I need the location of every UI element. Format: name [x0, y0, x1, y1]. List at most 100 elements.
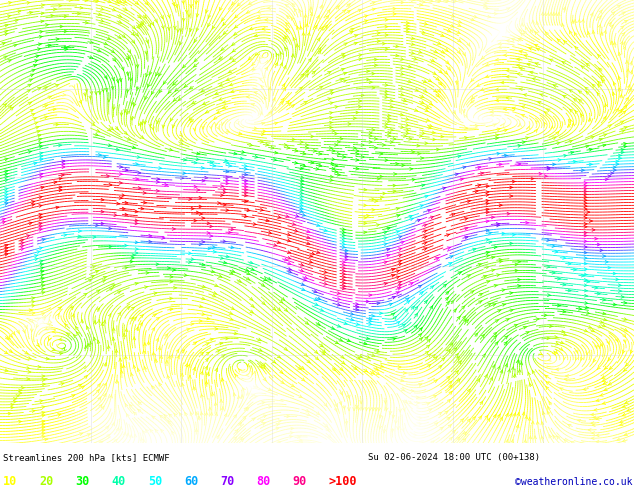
FancyArrowPatch shape [399, 260, 402, 263]
FancyArrowPatch shape [581, 114, 583, 117]
FancyArrowPatch shape [465, 236, 468, 239]
FancyArrowPatch shape [330, 102, 333, 104]
FancyArrowPatch shape [152, 416, 155, 419]
FancyArrowPatch shape [226, 209, 229, 212]
FancyArrowPatch shape [320, 344, 323, 347]
FancyArrowPatch shape [135, 241, 138, 244]
FancyArrowPatch shape [418, 334, 422, 337]
FancyArrowPatch shape [80, 6, 83, 9]
FancyArrowPatch shape [486, 185, 489, 188]
FancyArrowPatch shape [4, 33, 8, 36]
FancyArrowPatch shape [340, 137, 343, 140]
FancyArrowPatch shape [90, 92, 93, 95]
FancyArrowPatch shape [330, 175, 333, 178]
FancyArrowPatch shape [385, 96, 388, 98]
FancyArrowPatch shape [150, 429, 153, 433]
FancyArrowPatch shape [231, 228, 234, 231]
FancyArrowPatch shape [619, 95, 623, 98]
FancyArrowPatch shape [420, 95, 424, 98]
FancyArrowPatch shape [222, 18, 224, 21]
FancyArrowPatch shape [399, 254, 402, 257]
FancyArrowPatch shape [287, 16, 290, 19]
FancyArrowPatch shape [124, 244, 127, 247]
FancyArrowPatch shape [172, 227, 175, 230]
FancyArrowPatch shape [323, 350, 326, 352]
FancyArrowPatch shape [61, 383, 64, 385]
FancyArrowPatch shape [522, 141, 525, 144]
FancyArrowPatch shape [182, 0, 184, 4]
FancyArrowPatch shape [168, 90, 171, 93]
FancyArrowPatch shape [125, 213, 127, 216]
FancyArrowPatch shape [243, 416, 246, 419]
FancyArrowPatch shape [560, 347, 563, 350]
FancyArrowPatch shape [94, 321, 96, 324]
FancyArrowPatch shape [384, 243, 387, 245]
FancyArrowPatch shape [36, 324, 39, 328]
FancyArrowPatch shape [40, 260, 43, 263]
FancyArrowPatch shape [600, 32, 603, 35]
FancyArrowPatch shape [194, 185, 197, 188]
FancyArrowPatch shape [622, 12, 625, 15]
FancyArrowPatch shape [300, 189, 303, 191]
FancyArrowPatch shape [5, 369, 8, 372]
FancyArrowPatch shape [372, 128, 375, 131]
FancyArrowPatch shape [219, 57, 222, 59]
FancyArrowPatch shape [164, 81, 166, 84]
FancyArrowPatch shape [113, 58, 116, 61]
FancyArrowPatch shape [39, 225, 42, 228]
FancyArrowPatch shape [486, 191, 489, 194]
FancyArrowPatch shape [11, 406, 14, 409]
FancyArrowPatch shape [374, 147, 377, 149]
FancyArrowPatch shape [16, 330, 19, 333]
FancyArrowPatch shape [122, 194, 125, 196]
FancyArrowPatch shape [221, 122, 224, 125]
FancyArrowPatch shape [627, 409, 630, 411]
FancyArrowPatch shape [499, 258, 502, 261]
FancyArrowPatch shape [39, 142, 42, 145]
FancyArrowPatch shape [618, 76, 621, 79]
FancyArrowPatch shape [616, 163, 619, 166]
FancyArrowPatch shape [135, 1, 138, 4]
FancyArrowPatch shape [271, 147, 274, 149]
FancyArrowPatch shape [564, 440, 567, 442]
FancyArrowPatch shape [384, 282, 387, 285]
FancyArrowPatch shape [202, 217, 205, 220]
FancyArrowPatch shape [16, 394, 19, 397]
FancyArrowPatch shape [37, 48, 41, 50]
FancyArrowPatch shape [451, 15, 455, 17]
FancyArrowPatch shape [609, 23, 611, 25]
FancyArrowPatch shape [396, 270, 399, 272]
FancyArrowPatch shape [477, 379, 480, 382]
FancyArrowPatch shape [42, 239, 45, 241]
FancyArrowPatch shape [337, 297, 340, 300]
FancyArrowPatch shape [393, 317, 396, 319]
FancyArrowPatch shape [547, 109, 550, 112]
FancyArrowPatch shape [244, 173, 247, 176]
FancyArrowPatch shape [199, 319, 202, 322]
FancyArrowPatch shape [56, 84, 59, 87]
FancyArrowPatch shape [316, 412, 320, 415]
FancyArrowPatch shape [41, 267, 43, 270]
FancyArrowPatch shape [224, 159, 228, 162]
FancyArrowPatch shape [197, 152, 200, 155]
FancyArrowPatch shape [359, 58, 361, 61]
FancyArrowPatch shape [359, 54, 362, 56]
FancyArrowPatch shape [119, 78, 122, 81]
FancyArrowPatch shape [84, 294, 87, 296]
FancyArrowPatch shape [602, 80, 605, 83]
FancyArrowPatch shape [403, 408, 405, 411]
FancyArrowPatch shape [228, 231, 231, 234]
FancyArrowPatch shape [351, 28, 354, 31]
FancyArrowPatch shape [446, 292, 449, 294]
FancyArrowPatch shape [463, 166, 466, 169]
FancyArrowPatch shape [598, 16, 601, 19]
FancyArrowPatch shape [387, 131, 391, 134]
FancyArrowPatch shape [356, 405, 358, 408]
FancyArrowPatch shape [39, 214, 42, 216]
FancyArrowPatch shape [103, 393, 106, 397]
FancyArrowPatch shape [306, 70, 309, 74]
FancyArrowPatch shape [223, 23, 226, 25]
FancyArrowPatch shape [555, 250, 558, 253]
FancyArrowPatch shape [207, 222, 210, 225]
FancyArrowPatch shape [139, 23, 143, 25]
